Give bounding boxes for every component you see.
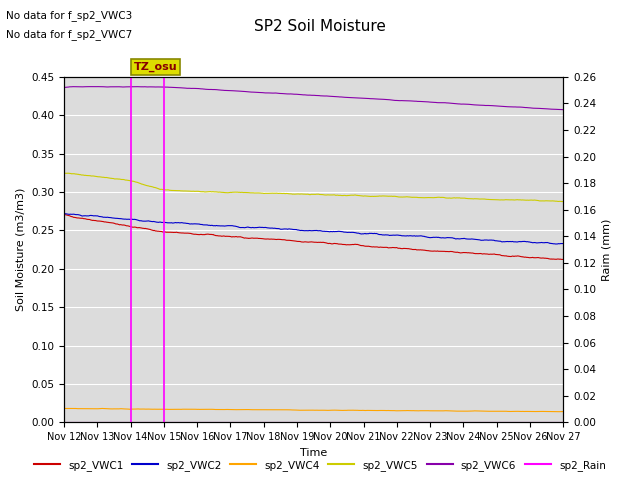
Text: TZ_osu: TZ_osu bbox=[134, 62, 177, 72]
Text: SP2 Soil Moisture: SP2 Soil Moisture bbox=[254, 19, 386, 34]
Y-axis label: Raim (mm): Raim (mm) bbox=[602, 218, 612, 281]
Y-axis label: Soil Moisture (m3/m3): Soil Moisture (m3/m3) bbox=[15, 188, 26, 312]
X-axis label: Time: Time bbox=[300, 448, 327, 457]
Legend: sp2_VWC1, sp2_VWC2, sp2_VWC4, sp2_VWC5, sp2_VWC6, sp2_Rain: sp2_VWC1, sp2_VWC2, sp2_VWC4, sp2_VWC5, … bbox=[30, 456, 610, 475]
Text: No data for f_sp2_VWC7: No data for f_sp2_VWC7 bbox=[6, 29, 132, 40]
Text: No data for f_sp2_VWC3: No data for f_sp2_VWC3 bbox=[6, 10, 132, 21]
